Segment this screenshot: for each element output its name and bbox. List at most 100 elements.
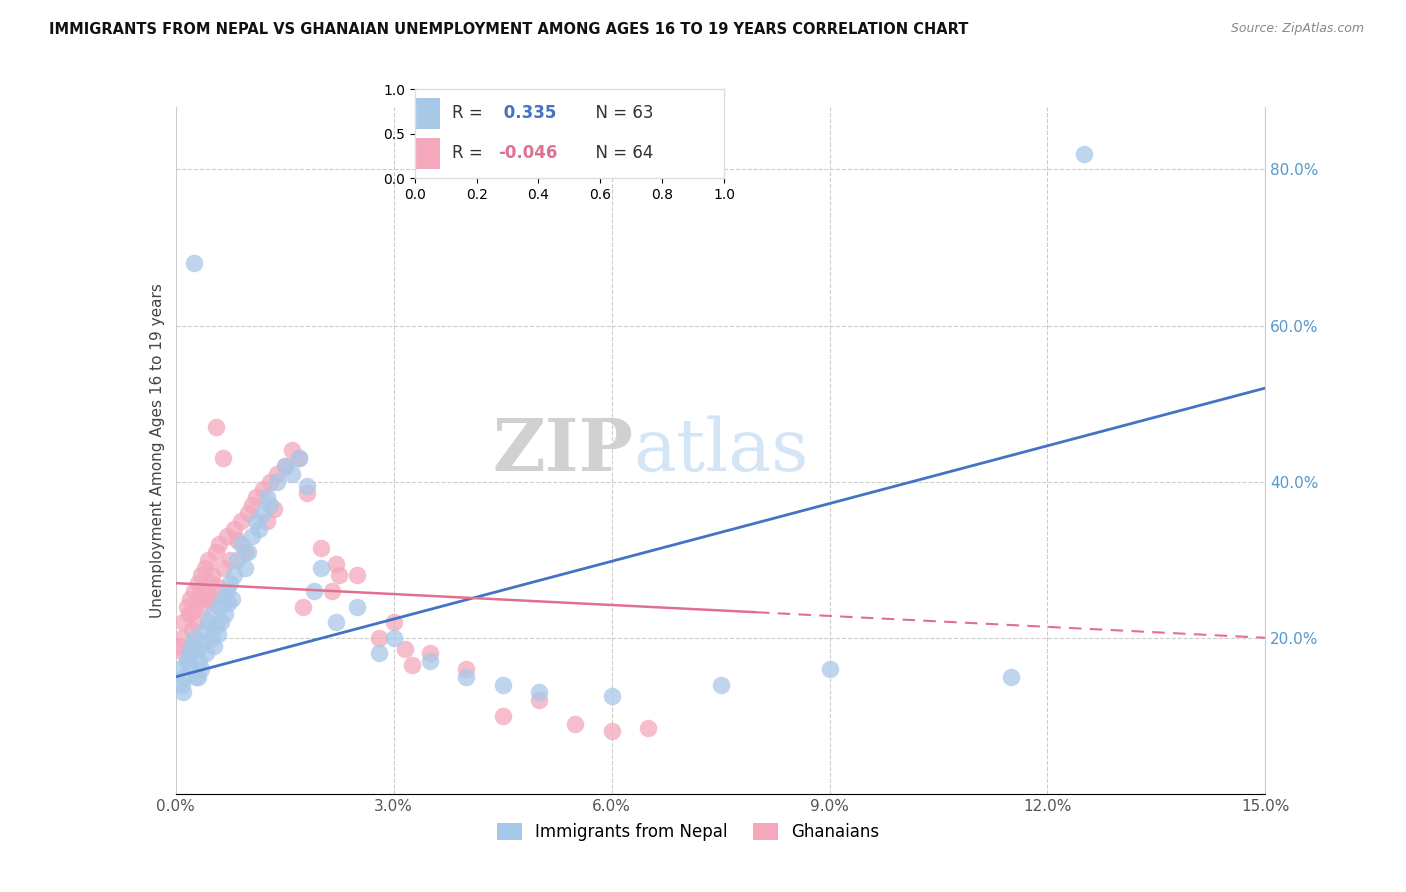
Point	[600, 690, 623, 704]
Point	[394, 642, 416, 657]
Point	[302, 583, 325, 598]
Point	[194, 623, 217, 637]
Point	[186, 576, 209, 591]
Point	[177, 646, 200, 660]
Point	[186, 642, 209, 657]
Bar	[415, 98, 440, 129]
Point	[245, 514, 267, 528]
Point	[226, 552, 249, 567]
Point	[456, 670, 478, 684]
Point	[600, 724, 623, 739]
Text: ZIP: ZIP	[492, 415, 633, 486]
Point	[818, 662, 841, 676]
Point	[202, 591, 225, 606]
Point	[190, 662, 212, 676]
Point	[207, 627, 229, 641]
Point	[259, 498, 281, 512]
Point	[382, 631, 405, 645]
Point	[221, 591, 243, 606]
Point	[281, 467, 304, 481]
Point	[346, 599, 368, 614]
Point	[1073, 146, 1095, 161]
Point	[214, 607, 236, 622]
Point	[1000, 670, 1022, 684]
Point	[170, 631, 193, 645]
Point	[190, 568, 212, 582]
Point	[238, 545, 260, 559]
Text: R =: R =	[451, 104, 488, 122]
Point	[197, 591, 219, 606]
Point	[184, 670, 207, 684]
Point	[368, 631, 391, 645]
Point	[325, 615, 347, 630]
Point	[710, 678, 733, 692]
Point	[281, 443, 304, 458]
Point	[183, 256, 205, 270]
Text: Source: ZipAtlas.com: Source: ZipAtlas.com	[1230, 22, 1364, 36]
Point	[201, 607, 224, 622]
Point	[195, 646, 218, 660]
Point	[456, 662, 478, 676]
Point	[226, 533, 249, 548]
Point	[231, 537, 253, 551]
Point	[256, 490, 278, 504]
Point	[288, 451, 311, 466]
Point	[179, 658, 201, 673]
Text: N = 64: N = 64	[585, 145, 654, 162]
Point	[200, 576, 222, 591]
Point	[256, 514, 278, 528]
Point	[208, 537, 231, 551]
Legend: Immigrants from Nepal, Ghanaians: Immigrants from Nepal, Ghanaians	[491, 816, 886, 847]
Point	[291, 599, 314, 614]
Point	[288, 451, 311, 466]
Point	[263, 502, 285, 516]
Point	[266, 475, 288, 489]
Point	[637, 721, 659, 735]
Point	[195, 583, 218, 598]
Bar	[415, 138, 440, 169]
Point	[382, 615, 405, 630]
Point	[231, 514, 253, 528]
Point	[309, 560, 332, 574]
Text: 0.335: 0.335	[498, 104, 557, 122]
Point	[193, 634, 215, 648]
Text: R =: R =	[451, 145, 488, 162]
Point	[176, 654, 198, 668]
Point	[169, 639, 191, 653]
Point	[172, 615, 194, 630]
Point	[194, 560, 217, 574]
Point	[222, 521, 245, 535]
Point	[238, 506, 260, 520]
Point	[321, 583, 343, 598]
Point	[295, 478, 318, 492]
Point	[201, 568, 224, 582]
Point	[368, 646, 391, 660]
Point	[177, 607, 200, 622]
Point	[401, 658, 423, 673]
Point	[492, 678, 515, 692]
Point	[328, 568, 350, 582]
Point	[207, 580, 229, 594]
Text: N = 63: N = 63	[585, 104, 654, 122]
Point	[274, 458, 297, 473]
Point	[176, 599, 198, 614]
Point	[180, 623, 202, 637]
Point	[197, 552, 219, 567]
Point	[419, 654, 441, 668]
Point	[240, 529, 263, 543]
Point	[204, 619, 226, 633]
Point	[193, 599, 215, 614]
Point	[170, 678, 193, 692]
Point	[215, 529, 238, 543]
Point	[180, 639, 202, 653]
Point	[183, 603, 205, 617]
Point	[527, 685, 550, 699]
Text: IMMIGRANTS FROM NEPAL VS GHANAIAN UNEMPLOYMENT AMONG AGES 16 TO 19 YEARS CORRELA: IMMIGRANTS FROM NEPAL VS GHANAIAN UNEMPL…	[49, 22, 969, 37]
Point	[245, 490, 267, 504]
Point	[197, 615, 219, 630]
Point	[212, 560, 235, 574]
Point	[184, 615, 207, 630]
Point	[209, 615, 232, 630]
Point	[169, 662, 191, 676]
Point	[247, 521, 270, 535]
